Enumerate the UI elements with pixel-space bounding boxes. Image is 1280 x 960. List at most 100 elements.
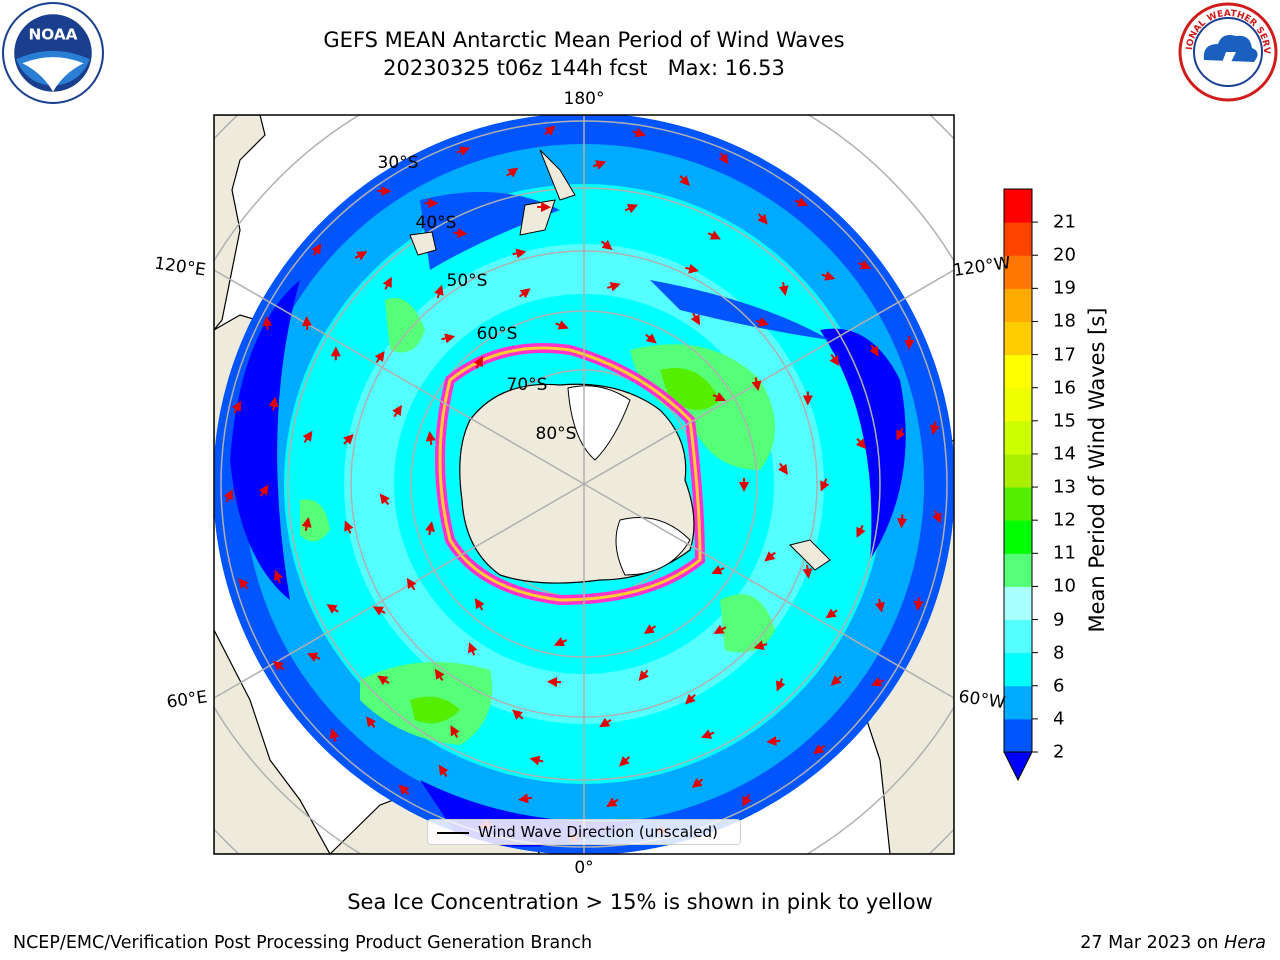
wave-direction-arrow [512, 709, 524, 720]
colorbar [1003, 188, 1038, 782]
colorbar-tick-label: 14 [1053, 443, 1076, 465]
wave-direction-arrow [600, 239, 613, 251]
colorbar-segment [1004, 387, 1032, 422]
wave-direction-arrow [512, 248, 527, 259]
wave-direction-arrow [223, 489, 233, 503]
wave-direction-arrow [273, 569, 284, 584]
svg-text:NOAA: NOAA [28, 26, 77, 44]
wave-direction-arrow [453, 228, 468, 239]
wave-direction-arrow [645, 333, 657, 344]
wave-direction-arrow [377, 675, 390, 686]
wave-direction-arrow [379, 493, 390, 506]
wave-direction-arrow [406, 577, 417, 591]
wave-direction-arrows [223, 125, 942, 845]
wave-direction-arrow [624, 204, 639, 214]
wave-direction-arrow [711, 565, 725, 575]
legend-label: Wind Wave Direction (unscaled) [478, 823, 718, 841]
wave-direction-arrow [268, 396, 279, 411]
wave-direction-arrow [434, 284, 444, 299]
lat-label-40s: 40°S [415, 213, 457, 233]
colorbar-segment [1004, 619, 1032, 654]
colorbar-tick-label: 6 [1053, 675, 1065, 697]
wave-direction-arrow [794, 197, 809, 207]
colorbar-tick-label: 13 [1053, 476, 1076, 498]
wave-direction-arrow [392, 404, 402, 418]
wave-direction-arrow [425, 521, 435, 536]
wave-direction-arrow [450, 725, 460, 738]
colorbar-tick-label: 19 [1053, 277, 1076, 299]
colorbar-tick-label: 20 [1053, 244, 1076, 266]
wave-direction-arrow [778, 282, 789, 296]
wave-direction-arrow [506, 167, 519, 178]
footer-date: 27 Mar 2023 on Hera [1080, 933, 1266, 953]
wave-direction-arrow [456, 146, 471, 156]
wave-direction-arrow [778, 462, 788, 475]
wave-direction-arrow [913, 596, 924, 611]
colorbar-segment [1004, 453, 1032, 488]
wave-direction-arrow [518, 793, 533, 804]
colorbar-tick-label: 18 [1053, 310, 1076, 332]
wave-direction-arrow [438, 764, 449, 777]
colorbar-segment [1004, 222, 1032, 256]
wave-direction-arrow [258, 484, 269, 497]
wave-direction-arrow [372, 606, 386, 616]
colorbar-segment [1004, 718, 1032, 753]
wave-direction-arrow [713, 624, 727, 634]
wave-direction-arrow [685, 693, 696, 705]
wave-direction-arrow [632, 127, 646, 138]
wave-direction-arrow [425, 431, 436, 446]
wave-direction-arrow [343, 433, 354, 445]
lon-label-180: 180° [563, 89, 605, 109]
wave-direction-arrow [679, 175, 690, 186]
wave-direction-arrow [434, 668, 445, 682]
wave-direction-arrow [718, 152, 729, 165]
wave-direction-arrow [825, 608, 838, 619]
colorbar-frame [1003, 188, 1033, 753]
wave-direction-arrow [753, 640, 768, 651]
wave-direction-arrow [307, 652, 321, 662]
colorbar-tick-label: 2 [1053, 741, 1065, 763]
footer-credit: NCEP/EMC/Verification Post Processing Pr… [13, 933, 593, 953]
wave-direction-arrow [742, 794, 752, 807]
wave-direction-arrow [932, 510, 942, 524]
wave-direction-arrow [441, 333, 456, 344]
lat-label-50s: 50°S [446, 271, 488, 291]
wave-direction-arrow [326, 604, 339, 614]
wave-direction-arrow [354, 251, 368, 261]
lat-label-30s: 30°S [377, 153, 419, 173]
colorbar-segment [1004, 652, 1032, 687]
colorbar-tick-label: 16 [1053, 377, 1076, 399]
colorbar-segment [1004, 321, 1032, 356]
wave-direction-arrow [606, 797, 619, 807]
colorbar-segment [1004, 586, 1032, 621]
wave-direction-arrow [606, 281, 621, 292]
wave-direction-arrow [553, 637, 568, 647]
wave-direction-arrow [468, 642, 478, 656]
wave-direction-arrow [599, 717, 612, 728]
colorbar-segment [1004, 420, 1032, 455]
wave-direction-arrow [398, 784, 410, 796]
wave-direction-arrow [874, 598, 885, 613]
wave-direction-arrow [518, 288, 531, 299]
wave-direction-arrow [302, 315, 312, 330]
nws-logo-icon: NATIONAL WEATHER SERVICE [1178, 2, 1278, 102]
wave-direction-arrow [544, 125, 556, 136]
wave-direction-arrow [473, 356, 483, 369]
wave-direction-arrow [869, 344, 879, 357]
wave-direction-arrow [685, 263, 699, 274]
wave-direction-arrow [897, 514, 908, 529]
wave-direction-arrow [592, 160, 607, 170]
wave-direction-arrow [555, 320, 569, 330]
colorbar-tick-label: 8 [1053, 642, 1065, 664]
colorbar-tick-label: 4 [1053, 708, 1065, 730]
noaa-logo-icon: NOAA [2, 2, 104, 104]
wave-direction-arrow [755, 317, 770, 327]
wave-direction-arrow [829, 353, 840, 367]
lat-label-80s: 80°S [535, 424, 577, 444]
footer-system: Hera [1224, 933, 1266, 953]
wave-direction-arrow [529, 755, 544, 766]
colorbar-segment [1004, 520, 1032, 554]
wave-direction-arrow [691, 777, 704, 789]
wave-direction-arrow [311, 243, 322, 256]
